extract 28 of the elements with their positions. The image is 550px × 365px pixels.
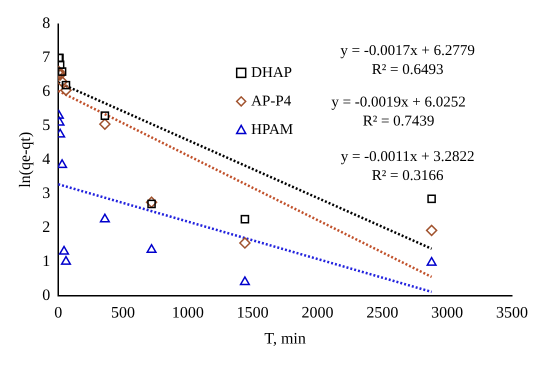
y-tick-label: 8 bbox=[42, 15, 50, 32]
x-axis-title: T, min bbox=[264, 330, 306, 348]
annotation: y = -0.0011x + 3.2822 bbox=[340, 149, 475, 166]
legend-label: HPAM bbox=[251, 122, 294, 138]
x-tick-label: 3000 bbox=[431, 304, 464, 322]
annotation: R² = 0.7439 bbox=[362, 114, 434, 130]
x-tick-label: 0 bbox=[54, 304, 62, 322]
y-tick-label: 0 bbox=[42, 286, 50, 304]
y-tick-label: 5 bbox=[42, 117, 50, 134]
y-tick-label: 7 bbox=[42, 49, 50, 66]
y-tick-label: 3 bbox=[42, 184, 50, 202]
legend-label: AP-P4 bbox=[251, 93, 292, 110]
y-tick-label: 1 bbox=[42, 252, 50, 270]
annotation: R² = 0.6493 bbox=[372, 62, 444, 78]
x-tick-label: 3500 bbox=[496, 304, 528, 322]
annotation: R² = 0.3166 bbox=[372, 168, 444, 184]
annotation: y = -0.0017x + 6.2779 bbox=[340, 43, 475, 60]
y-tick-label: 4 bbox=[42, 151, 50, 168]
y-tick-label: 2 bbox=[42, 218, 50, 236]
x-tick-label: 1000 bbox=[172, 304, 204, 322]
x-tick-label: 2000 bbox=[302, 304, 334, 322]
annotation: y = -0.0019x + 6.0252 bbox=[331, 94, 466, 111]
x-tick-label: 2500 bbox=[366, 304, 398, 322]
y-tick-label: 6 bbox=[42, 83, 50, 100]
legend-label: DHAP bbox=[251, 64, 292, 81]
x-tick-label: 1500 bbox=[236, 304, 269, 322]
y-axis-title: ln(qe-qt) bbox=[16, 132, 34, 188]
x-tick-label: 500 bbox=[111, 304, 136, 322]
